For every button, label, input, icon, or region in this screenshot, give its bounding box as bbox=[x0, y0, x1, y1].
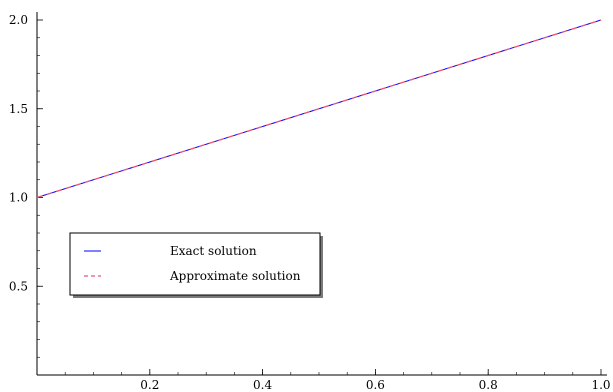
minor-ticks bbox=[37, 37, 574, 375]
y-tick-label: 0.5 bbox=[9, 279, 28, 293]
legend-label-approximate: Approximate solution bbox=[169, 269, 301, 283]
y-tick-label: 1.5 bbox=[9, 102, 28, 116]
legend-box bbox=[69, 232, 321, 296]
x-tick-label: 0.6 bbox=[366, 378, 385, 392]
series-line-approximate bbox=[36, 19, 602, 199]
x-tick-label: 0.8 bbox=[479, 378, 498, 392]
x-tick-label: 0.4 bbox=[253, 378, 272, 392]
x-tick-label: 1.0 bbox=[591, 378, 610, 392]
y-tick-label: 1.0 bbox=[9, 191, 28, 205]
major-ticks bbox=[37, 19, 602, 375]
legend-label-exact: Exact solution bbox=[170, 244, 257, 258]
tick-labels: 0.2 0.4 0.6 0.8 1.0 0.5 1.0 1.5 2.0 bbox=[9, 13, 611, 392]
x-tick-label: 0.2 bbox=[140, 378, 159, 392]
series-layer bbox=[36, 19, 602, 199]
axes bbox=[36, 12, 607, 376]
y-tick-label: 2.0 bbox=[9, 13, 28, 27]
legend: Exact solution Approximate solution bbox=[69, 232, 323, 298]
